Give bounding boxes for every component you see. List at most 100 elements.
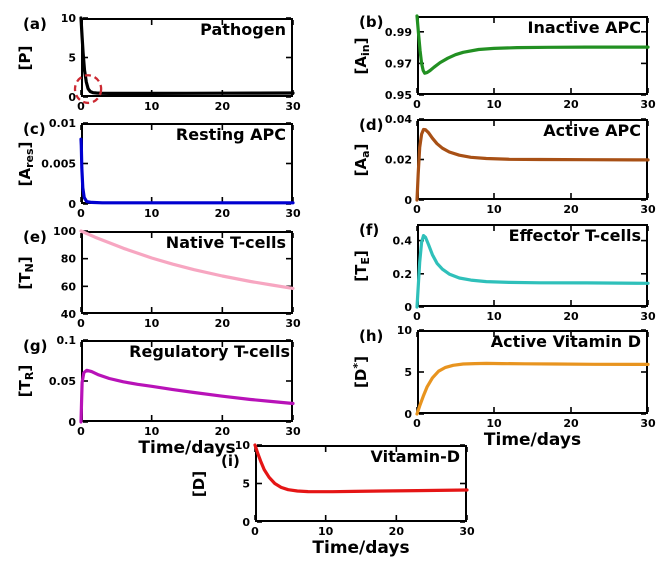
plot-title: Native T-cells bbox=[165, 233, 286, 252]
plot-area: 0 10 20 30 0 5 10 bbox=[235, 439, 475, 538]
y-axis-label-text: ] bbox=[352, 37, 370, 44]
x-tick-label: 30 bbox=[285, 207, 301, 220]
data-curve bbox=[79, 137, 295, 205]
y-tick-label: 0.005 bbox=[41, 158, 76, 171]
x-tick-label: 20 bbox=[563, 203, 579, 216]
x-tick-label: 0 bbox=[77, 317, 85, 330]
x-tick-label: 20 bbox=[215, 425, 231, 438]
y-axis-label: [D] bbox=[190, 470, 208, 496]
x-axis-label: Time/days bbox=[483, 430, 582, 450]
x-tick-label: 10 bbox=[318, 525, 334, 538]
y-tick-label: 0.01 bbox=[49, 117, 76, 130]
y-axis-label-text: ] bbox=[16, 45, 34, 52]
subplot-panel: 0 10 20 30 0 0.2 0.4 (f) [TE] Effector T-cells bbox=[352, 221, 656, 323]
x-tick-label: 10 bbox=[144, 317, 160, 330]
data-curve bbox=[79, 229, 295, 291]
y-axis-label: [P] bbox=[16, 45, 34, 70]
y-tick-label: 0 bbox=[404, 301, 412, 314]
y-axis-label-subscript: res bbox=[23, 147, 36, 168]
x-tick-label: 30 bbox=[640, 203, 656, 216]
y-tick-label: 5 bbox=[404, 366, 412, 379]
data-curve bbox=[415, 234, 650, 309]
y-tick-label: 5 bbox=[242, 478, 250, 491]
plot-title: Effector T-cells bbox=[508, 226, 641, 245]
panel-label: (i) bbox=[221, 452, 240, 470]
y-tick-label: 80 bbox=[61, 253, 77, 266]
highlight-circle-annotation bbox=[73, 74, 103, 105]
x-tick-label: 20 bbox=[389, 525, 405, 538]
plot-title: Active APC bbox=[543, 121, 641, 140]
data-curve bbox=[79, 368, 295, 424]
y-axis-label-text: ] bbox=[352, 143, 370, 150]
y-axis-label-text: [P bbox=[16, 52, 34, 70]
y-tick-label: 100 bbox=[53, 225, 76, 238]
plot-area: 0 10 20 30 0 5 10 bbox=[61, 12, 301, 113]
y-axis-label-text: ] bbox=[352, 356, 370, 363]
y-axis-label-text: [T bbox=[16, 380, 34, 398]
y-tick-label: 60 bbox=[61, 280, 77, 293]
plot-area: 0 10 20 30 0.95 0.97 0.99 bbox=[385, 14, 656, 111]
x-tick-label: 30 bbox=[640, 310, 656, 323]
y-tick-label: 0.2 bbox=[393, 268, 413, 281]
y-axis-label: [D*] bbox=[351, 356, 370, 388]
x-tick-label: 20 bbox=[215, 100, 231, 113]
axes-box bbox=[417, 16, 648, 95]
y-axis-label-subscript: E bbox=[359, 256, 372, 265]
panel-label: (g) bbox=[23, 337, 48, 355]
x-tick-label: 30 bbox=[285, 317, 301, 330]
y-tick-label: 10 bbox=[61, 12, 77, 25]
panel-label: (f) bbox=[359, 221, 380, 239]
y-tick-label: 0.02 bbox=[385, 154, 412, 167]
y-tick-label: 0 bbox=[242, 516, 250, 529]
axes-box bbox=[81, 231, 293, 314]
x-tick-label: 10 bbox=[486, 203, 502, 216]
x-tick-label: 30 bbox=[459, 525, 475, 538]
x-tick-label: 10 bbox=[486, 98, 502, 111]
y-axis-label-text: ] bbox=[16, 141, 34, 148]
y-axis-label-text: [A bbox=[16, 167, 34, 186]
x-axis-label: Time/days bbox=[138, 438, 236, 458]
x-tick-label: 10 bbox=[144, 100, 160, 113]
y-axis-label-text: ] bbox=[190, 470, 208, 478]
y-tick-label: 0.05 bbox=[49, 375, 76, 388]
panel-label: (e) bbox=[23, 228, 47, 246]
x-tick-label: 20 bbox=[563, 98, 579, 111]
plot-title: Resting APC bbox=[175, 125, 286, 144]
y-axis-label-text: [D bbox=[190, 477, 208, 497]
plot-area: 0 10 20 30 0 0.2 0.4 bbox=[393, 224, 656, 323]
subplot-panel: 0 10 20 30 0.95 0.97 0.99 (b) [Ain] Inactive A… bbox=[352, 13, 656, 111]
y-tick-label: 0.1 bbox=[57, 334, 77, 347]
plot-area: 0 10 20 30 0 0.02 0.04 bbox=[385, 113, 656, 216]
panel-label: (h) bbox=[359, 327, 384, 345]
x-tick-label: 20 bbox=[563, 310, 579, 323]
x-axis-label: Time/days bbox=[312, 538, 410, 558]
y-axis-label: [Aa] bbox=[352, 143, 372, 176]
x-tick-label: 30 bbox=[285, 100, 301, 113]
y-tick-label: 0 bbox=[68, 91, 76, 104]
plot-title: Pathogen bbox=[200, 20, 286, 39]
x-tick-label: 20 bbox=[215, 317, 231, 330]
y-axis-label-text: [T bbox=[16, 271, 34, 290]
y-tick-label: 0 bbox=[68, 416, 76, 429]
y-tick-label: 10 bbox=[235, 439, 251, 452]
y-tick-label: 0 bbox=[68, 198, 76, 211]
panel-label: (c) bbox=[23, 120, 46, 138]
plot-title: Regulatory T-cells bbox=[129, 342, 290, 361]
y-axis-label-subscript: N bbox=[23, 262, 36, 272]
subplot-panel: 0 10 20 30 0 5 10 (h) [D*] Active Vitamin D Ti… bbox=[351, 324, 656, 450]
x-tick-label: 0 bbox=[77, 207, 85, 220]
y-axis-label: [TR] bbox=[16, 365, 36, 398]
y-axis-label-text: [T bbox=[352, 264, 370, 282]
plot-title: Vitamin-D bbox=[370, 447, 461, 466]
subplot-panel: 0 10 20 30 0 0.05 0.1 (g) [TR] Regulatory T-ce… bbox=[16, 334, 301, 458]
x-tick-label: 10 bbox=[144, 207, 160, 220]
x-tick-label: 10 bbox=[486, 310, 502, 323]
plot-area: 0 10 20 30 0 5 10 bbox=[397, 324, 656, 430]
y-axis-label-subscript: R bbox=[23, 371, 36, 381]
x-tick-label: 30 bbox=[640, 417, 656, 430]
plot-area: 0 10 20 30 0 0.005 0.01 bbox=[41, 117, 301, 220]
y-axis-label-text: [A bbox=[352, 55, 370, 74]
plot-area: 0 10 20 30 0 0.05 0.1 bbox=[49, 334, 301, 438]
x-tick-label: 0 bbox=[413, 310, 421, 323]
